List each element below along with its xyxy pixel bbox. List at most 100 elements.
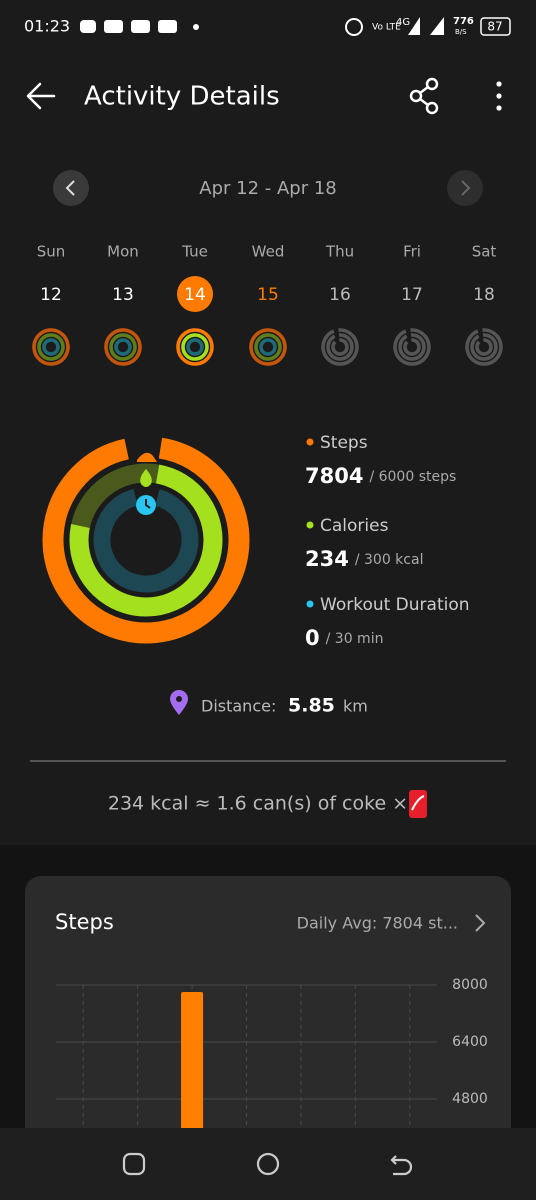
legend-dot [306, 438, 314, 446]
day-name: Fri [403, 243, 421, 261]
day-date: 13 [112, 285, 134, 305]
menu-button[interactable] [496, 81, 502, 111]
day-item[interactable]: Tue 14 [176, 243, 214, 366]
steps-ring [42, 436, 250, 644]
card-chevron[interactable] [475, 914, 486, 932]
day-ring [176, 328, 214, 366]
page-title: Activity Details [84, 82, 280, 112]
day-ring [326, 333, 354, 361]
day-date: 14 [184, 285, 206, 305]
coke-can-icon [409, 790, 427, 818]
day-ring [254, 333, 282, 361]
day-item[interactable]: Sat 18 [465, 243, 503, 366]
day-ring [186, 338, 204, 356]
day-ring [181, 333, 209, 361]
distance-label: Distance: [201, 697, 276, 716]
legend-dot [306, 521, 314, 529]
calories-ring [69, 463, 223, 617]
y-tick-label: 6400 [452, 1034, 488, 1050]
status-bar: 01:23 Vo LTE 4G 776 B/S 87 [24, 16, 511, 36]
metric-value: 234 [305, 547, 349, 571]
day-item[interactable]: Wed 15 [249, 243, 287, 366]
day-ring [114, 338, 132, 356]
battery-level: 87 [487, 20, 502, 34]
week-range: Apr 12 - Apr 18 [199, 178, 336, 199]
day-ring [109, 333, 137, 361]
day-name: Mon [107, 243, 139, 261]
home-button[interactable] [256, 1152, 280, 1176]
metric-value: 7804 [305, 464, 363, 488]
day-ring [32, 328, 70, 366]
metric-goal: / 30 min [326, 631, 384, 647]
prev-week-button[interactable] [53, 170, 89, 206]
day-item[interactable]: Sun 12 [32, 243, 70, 366]
day-date: 17 [401, 285, 423, 305]
metric-row: 0 / 30 min [305, 626, 383, 650]
activity-rings [42, 436, 250, 644]
day-name: Thu [325, 243, 354, 261]
steps-chart: 8000 6400 4800 [56, 977, 488, 1140]
share-button[interactable] [409, 77, 439, 115]
day-ring [393, 328, 431, 366]
week-nav: Apr 12 - Apr 18 [53, 170, 483, 206]
day-name: Wed [252, 243, 285, 261]
app-icon [80, 20, 96, 33]
nav-bar [0, 1128, 536, 1200]
day-item[interactable]: Mon 13 [104, 243, 142, 366]
day-ring [249, 328, 287, 366]
metric-label: Workout Duration [320, 595, 470, 615]
card-title: Steps [55, 910, 114, 934]
day-item[interactable]: Fri 17 [393, 243, 431, 366]
workout-ring [93, 487, 199, 593]
metric-row: 7804 / 6000 steps [305, 464, 456, 488]
day-ring [104, 328, 142, 366]
day-ring [470, 333, 498, 361]
network-type: 4G [396, 17, 410, 28]
metric-value: 0 [305, 626, 320, 650]
status-time: 01:23 [24, 17, 70, 36]
steps-icon [137, 452, 157, 462]
distance-row: Distance: 5.85 km [170, 690, 368, 717]
metric-goal: / 6000 steps [369, 469, 456, 485]
back-nav-button[interactable] [390, 1155, 413, 1176]
signal-icon [430, 17, 444, 35]
battery-icon [480, 17, 511, 36]
day-ring [259, 338, 277, 356]
summary: Steps 7804 / 6000 steps Calories 234 / 300 kc… [305, 433, 470, 650]
day-ring [321, 328, 359, 366]
youtube-icon [131, 20, 150, 33]
metric-goal: / 300 kcal [355, 552, 424, 568]
recents-button[interactable] [122, 1152, 146, 1176]
steps-card [25, 876, 511, 1200]
day-ring [403, 338, 421, 356]
location-icon [170, 690, 188, 715]
day-name: Sun [37, 243, 66, 261]
y-tick-label: 8000 [452, 977, 488, 993]
daily-average[interactable]: Daily Avg: 7804 st... [297, 914, 458, 933]
signal-icon [408, 17, 420, 35]
net-speed-unit: B/S [455, 28, 467, 36]
clock-hands [145, 499, 151, 509]
day-name: Tue [181, 243, 208, 261]
metric-label: Steps [320, 433, 368, 453]
youtube-icon [104, 20, 123, 33]
day-ring [37, 333, 65, 361]
y-tick-label: 4800 [452, 1091, 488, 1107]
back-button[interactable] [26, 82, 56, 110]
next-arrow [461, 180, 471, 196]
day-ring [42, 338, 60, 356]
day-ring [331, 338, 349, 356]
day-item[interactable]: Thu 16 [321, 243, 359, 366]
location-dot [176, 696, 182, 702]
network-label: Vo LTE [372, 23, 401, 33]
net-speed: 776 [453, 16, 474, 27]
prev-arrow [65, 180, 75, 196]
next-week-button[interactable] [447, 170, 483, 206]
day-date: 12 [40, 285, 62, 305]
youtube-icon [158, 20, 177, 33]
distance-value: 5.85 [288, 695, 335, 717]
calories-icon [140, 469, 152, 487]
day-date: 18 [473, 285, 495, 305]
selected-day [177, 276, 213, 312]
